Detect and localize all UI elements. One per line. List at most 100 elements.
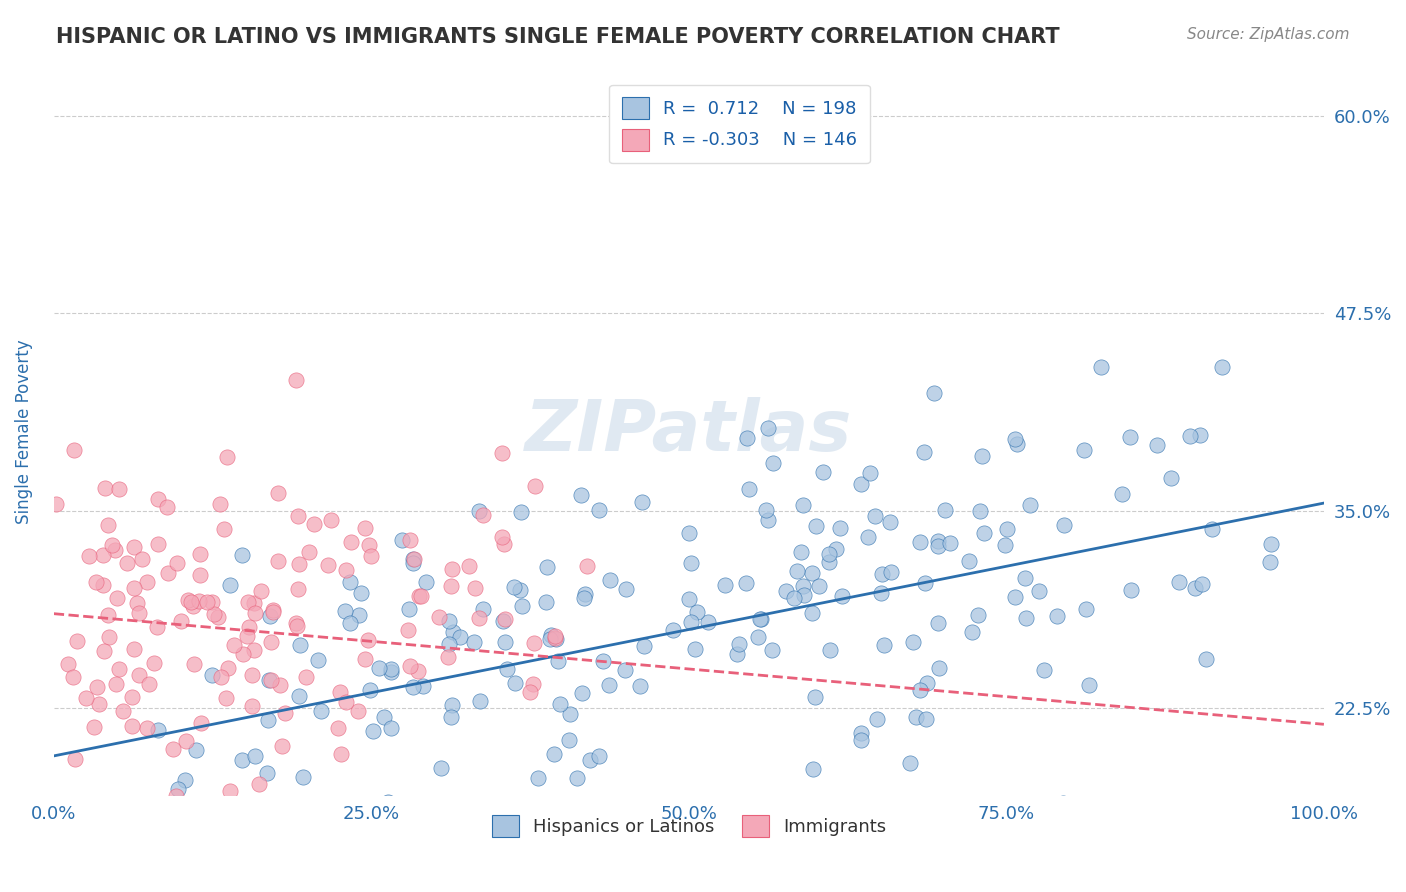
Point xyxy=(962,625,984,640)
Point xyxy=(803,762,825,776)
Point xyxy=(112,704,135,718)
Point xyxy=(831,589,853,603)
Point xyxy=(333,604,356,618)
Point xyxy=(412,680,434,694)
Point xyxy=(240,698,263,713)
Point xyxy=(316,809,339,823)
Point xyxy=(1078,678,1101,692)
Point xyxy=(240,668,263,682)
Point xyxy=(534,595,557,609)
Point xyxy=(309,704,332,718)
Point xyxy=(592,654,614,668)
Point xyxy=(121,719,143,733)
Point xyxy=(873,638,896,652)
Point xyxy=(157,566,180,580)
Point xyxy=(571,686,593,700)
Point xyxy=(183,657,205,671)
Point xyxy=(259,673,281,688)
Point xyxy=(219,577,242,591)
Point xyxy=(543,747,565,761)
Point xyxy=(285,619,308,633)
Point xyxy=(232,648,254,662)
Point xyxy=(398,533,420,548)
Point xyxy=(190,715,212,730)
Point xyxy=(217,450,239,465)
Text: ZIPatlas: ZIPatlas xyxy=(526,398,852,467)
Point xyxy=(287,508,309,523)
Point xyxy=(761,643,783,657)
Point xyxy=(927,539,949,553)
Point xyxy=(588,503,610,517)
Point xyxy=(1258,555,1281,569)
Point xyxy=(1111,486,1133,500)
Point xyxy=(865,509,887,524)
Point xyxy=(402,552,425,566)
Point xyxy=(65,633,87,648)
Point xyxy=(218,783,240,797)
Point xyxy=(801,566,824,580)
Point xyxy=(579,753,602,767)
Point xyxy=(285,373,308,387)
Point xyxy=(181,599,204,614)
Point xyxy=(510,599,533,614)
Point xyxy=(1178,429,1201,443)
Point xyxy=(1167,574,1189,589)
Point xyxy=(138,676,160,690)
Point xyxy=(686,605,709,619)
Point xyxy=(97,804,120,818)
Point xyxy=(449,630,471,644)
Point xyxy=(588,749,610,764)
Point xyxy=(824,541,846,556)
Point xyxy=(800,607,823,621)
Point xyxy=(633,639,655,653)
Point xyxy=(437,649,460,664)
Point xyxy=(380,662,402,676)
Point xyxy=(494,634,516,648)
Point xyxy=(368,661,391,675)
Text: HISPANIC OR LATINO VS IMMIGRANTS SINGLE FEMALE POVERTY CORRELATION CHART: HISPANIC OR LATINO VS IMMIGRANTS SINGLE … xyxy=(56,27,1060,46)
Point xyxy=(186,743,208,757)
Point xyxy=(1146,438,1168,452)
Point xyxy=(678,591,700,606)
Point xyxy=(354,520,377,534)
Point xyxy=(235,630,257,644)
Point xyxy=(402,552,425,566)
Point xyxy=(243,606,266,620)
Point xyxy=(86,575,108,590)
Point xyxy=(644,839,666,854)
Point xyxy=(1004,590,1026,604)
Point xyxy=(402,680,425,694)
Point xyxy=(540,628,562,642)
Point xyxy=(606,839,628,854)
Point xyxy=(128,606,150,620)
Point xyxy=(683,642,706,657)
Point xyxy=(122,582,145,596)
Point xyxy=(402,556,425,570)
Point xyxy=(928,661,950,675)
Point xyxy=(1046,609,1069,624)
Point xyxy=(285,615,308,630)
Point xyxy=(135,574,157,589)
Point xyxy=(138,827,160,841)
Point xyxy=(62,669,84,683)
Point xyxy=(509,582,531,597)
Point xyxy=(792,579,814,593)
Point xyxy=(828,521,851,535)
Point xyxy=(287,557,309,571)
Point xyxy=(775,584,797,599)
Point xyxy=(538,632,561,646)
Point xyxy=(1076,602,1098,616)
Point xyxy=(86,680,108,694)
Point xyxy=(212,522,235,536)
Point xyxy=(470,694,492,708)
Point xyxy=(519,685,541,699)
Point xyxy=(359,683,381,698)
Point xyxy=(398,602,420,616)
Point xyxy=(524,478,547,492)
Point xyxy=(1028,584,1050,599)
Point xyxy=(347,607,370,622)
Point xyxy=(260,635,283,649)
Point xyxy=(347,705,370,719)
Point xyxy=(917,675,939,690)
Point xyxy=(820,643,842,657)
